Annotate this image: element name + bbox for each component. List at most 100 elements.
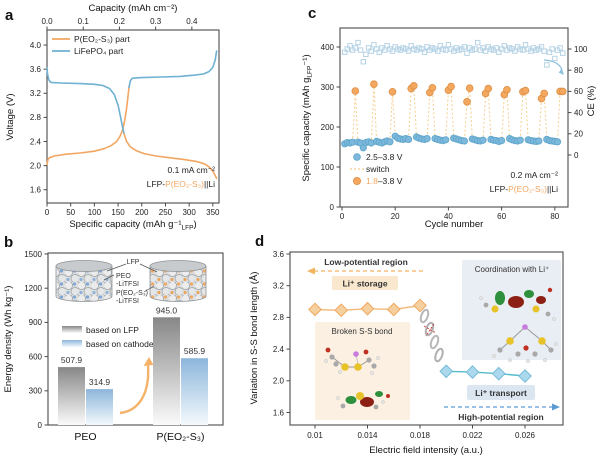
legend-label: 1.8–3.8 V bbox=[366, 176, 403, 186]
svg-text:2.4: 2.4 bbox=[273, 345, 285, 354]
svg-text:0.1: 0.1 bbox=[78, 17, 90, 26]
pes-electrode-top bbox=[149, 260, 207, 272]
panel-a: a Capacity (mAh cm⁻²) Voltage (V) Specif… bbox=[5, 3, 220, 230]
svg-text:200: 200 bbox=[321, 123, 335, 132]
svg-text:350: 350 bbox=[206, 208, 220, 217]
svg-text:0.01: 0.01 bbox=[307, 431, 323, 440]
legend-swatch-blue bbox=[62, 340, 82, 347]
svg-text:20: 20 bbox=[574, 130, 583, 139]
legend-label: switch bbox=[366, 164, 390, 174]
pes-electrode-cylinder bbox=[149, 266, 207, 302]
improvement-arrow bbox=[119, 357, 154, 415]
plot-frame-b bbox=[47, 252, 224, 426]
svg-text:300: 300 bbox=[29, 387, 43, 396]
svg-text:0.018: 0.018 bbox=[410, 431, 431, 440]
legend-c: 2.5–3.8 V switch 1.8–3.8 V bbox=[350, 152, 403, 186]
molecule-illustration-broken-bond bbox=[324, 347, 380, 375]
svg-text:0.014: 0.014 bbox=[357, 431, 378, 440]
category-labels: PEO P(EO₂-S₃) bbox=[74, 431, 204, 443]
legend-b: based on LFP based on cathode bbox=[62, 325, 154, 349]
broken-bond-marker bbox=[423, 323, 437, 337]
annotation-a: 0.1 mA cm⁻² LFP-P(EO₂-S₃)||Li bbox=[147, 165, 216, 189]
svg-text:900: 900 bbox=[29, 318, 43, 327]
svg-text:20: 20 bbox=[391, 212, 400, 221]
svg-text:50: 50 bbox=[66, 208, 75, 217]
x-axis-title-c: Cycle number bbox=[425, 219, 484, 230]
svg-text:3.6: 3.6 bbox=[273, 250, 285, 259]
svg-text:400: 400 bbox=[321, 43, 335, 52]
svg-text:1.6: 1.6 bbox=[30, 186, 42, 195]
inset-label-pes: P(EO₂-S₃) bbox=[116, 290, 148, 297]
panel-label-b: b bbox=[4, 234, 13, 251]
li-storage-chip bbox=[332, 276, 398, 290]
rate-annotation: 0.2 mA cm⁻² bbox=[511, 170, 559, 180]
legend-label: P(EO₂-S₃) part bbox=[74, 34, 131, 44]
svg-text:600: 600 bbox=[29, 352, 43, 361]
svg-text:100: 100 bbox=[321, 163, 335, 172]
li-transport-label: Li⁺ transport bbox=[475, 388, 527, 398]
polymer-chain-illustration bbox=[419, 308, 444, 363]
bond-length-series bbox=[308, 298, 532, 383]
panel-label-d: d bbox=[255, 233, 264, 250]
svg-text:1500: 1500 bbox=[24, 250, 42, 259]
right-axis-title-ce: CE (%) bbox=[586, 86, 597, 117]
axis-ticks-b: 0 300 600 900 1200 1500 bbox=[24, 250, 48, 430]
broken-bond-label: Broken S-S bond bbox=[332, 327, 393, 336]
legend-marker-blue-circle bbox=[353, 153, 361, 161]
y-axis-title-b: Energy density (Wh kg⁻¹) bbox=[3, 286, 14, 393]
svg-text:2.0: 2.0 bbox=[273, 377, 285, 386]
high-potential-region-label: High-potential region bbox=[458, 412, 543, 422]
panel-label-c: c bbox=[308, 5, 316, 22]
inset-label-peo: PEO bbox=[116, 273, 131, 280]
panel-c: c Specific capacity (mAh gLFP⁻¹) CE (%) … bbox=[301, 5, 597, 230]
svg-text:60: 60 bbox=[574, 87, 583, 96]
plot-frame-a bbox=[46, 29, 220, 204]
right-arrowhead-icon bbox=[552, 403, 560, 411]
inset-label-lfp: LFP bbox=[127, 259, 140, 266]
svg-text:0.3: 0.3 bbox=[150, 17, 162, 26]
axis-ticks-c: 0 20 40 60 80 0 100 200 300 400 0 20 40 60 80 100 bbox=[321, 43, 588, 221]
svg-text:585.9: 585.9 bbox=[184, 346, 206, 356]
svg-text:0: 0 bbox=[340, 212, 345, 221]
svg-text:0.026: 0.026 bbox=[515, 431, 536, 440]
y-axis-title-c: Specific capacity (mAh gLFP⁻¹) bbox=[301, 54, 314, 181]
legend-swatch-gray bbox=[62, 326, 82, 333]
peo-electrode-cylinder bbox=[55, 266, 113, 302]
plot-frame-c bbox=[339, 27, 569, 208]
leader-line bbox=[103, 274, 115, 281]
electrode-schematics-inset: LFP PEO -LiTFSI P(EO₂-S₃) -LiTFSI bbox=[55, 259, 207, 305]
svg-text:0: 0 bbox=[45, 208, 50, 217]
inset-label-peo-salt: -LiTFSI bbox=[116, 281, 139, 288]
svg-text:945.0: 945.0 bbox=[156, 305, 178, 315]
panel-label-a: a bbox=[5, 7, 14, 24]
svg-text:P(EO₂-S₃): P(EO₂-S₃) bbox=[156, 431, 204, 443]
coulombic-efficiency-points bbox=[342, 39, 566, 68]
leader-line bbox=[106, 263, 127, 272]
inset-label-pes-salt: -LiTFSI bbox=[116, 298, 139, 305]
svg-text:0: 0 bbox=[574, 151, 579, 160]
li-storage-label: Li⁺ storage bbox=[342, 279, 387, 289]
legend-label: based on cathode bbox=[86, 339, 154, 349]
svg-text:100: 100 bbox=[88, 208, 102, 217]
x-axis-title-d: Electric field intensity (a.u.) bbox=[369, 445, 483, 456]
svg-text:0.4: 0.4 bbox=[186, 17, 198, 26]
left-arrowhead-icon bbox=[307, 267, 315, 275]
svg-text:2.8: 2.8 bbox=[30, 113, 42, 122]
svg-text:40: 40 bbox=[444, 212, 453, 221]
svg-text:3.2: 3.2 bbox=[30, 89, 42, 98]
li-transport-chip bbox=[467, 385, 535, 400]
leader-line bbox=[143, 285, 155, 293]
panel-d: d Variation in S-S bond length (Å) Elect… bbox=[249, 233, 564, 456]
svg-text:0.0: 0.0 bbox=[41, 17, 53, 26]
svg-text:40: 40 bbox=[574, 108, 583, 117]
svg-text:60: 60 bbox=[497, 212, 506, 221]
annotation-c: 0.2 mA cm⁻² LFP-P(EO₂-S₃)||Li bbox=[490, 170, 559, 194]
cell-annotation: LFP-P(EO₂-S₃)||Li bbox=[490, 184, 558, 194]
panel-b: b Energy density (Wh kg⁻¹) 0 300 600 900 120… bbox=[3, 234, 224, 443]
svg-text:PEO: PEO bbox=[74, 431, 96, 443]
svg-text:80: 80 bbox=[574, 66, 583, 75]
svg-text:3.6: 3.6 bbox=[30, 65, 42, 74]
plot-frame-d bbox=[289, 251, 564, 426]
svg-text:0.2: 0.2 bbox=[114, 17, 126, 26]
axis-ticks-a: 0 50 100 150 200 250 300 350 0.0 0.1 0.2 0.3 0.4 1.6 2… bbox=[30, 17, 220, 217]
